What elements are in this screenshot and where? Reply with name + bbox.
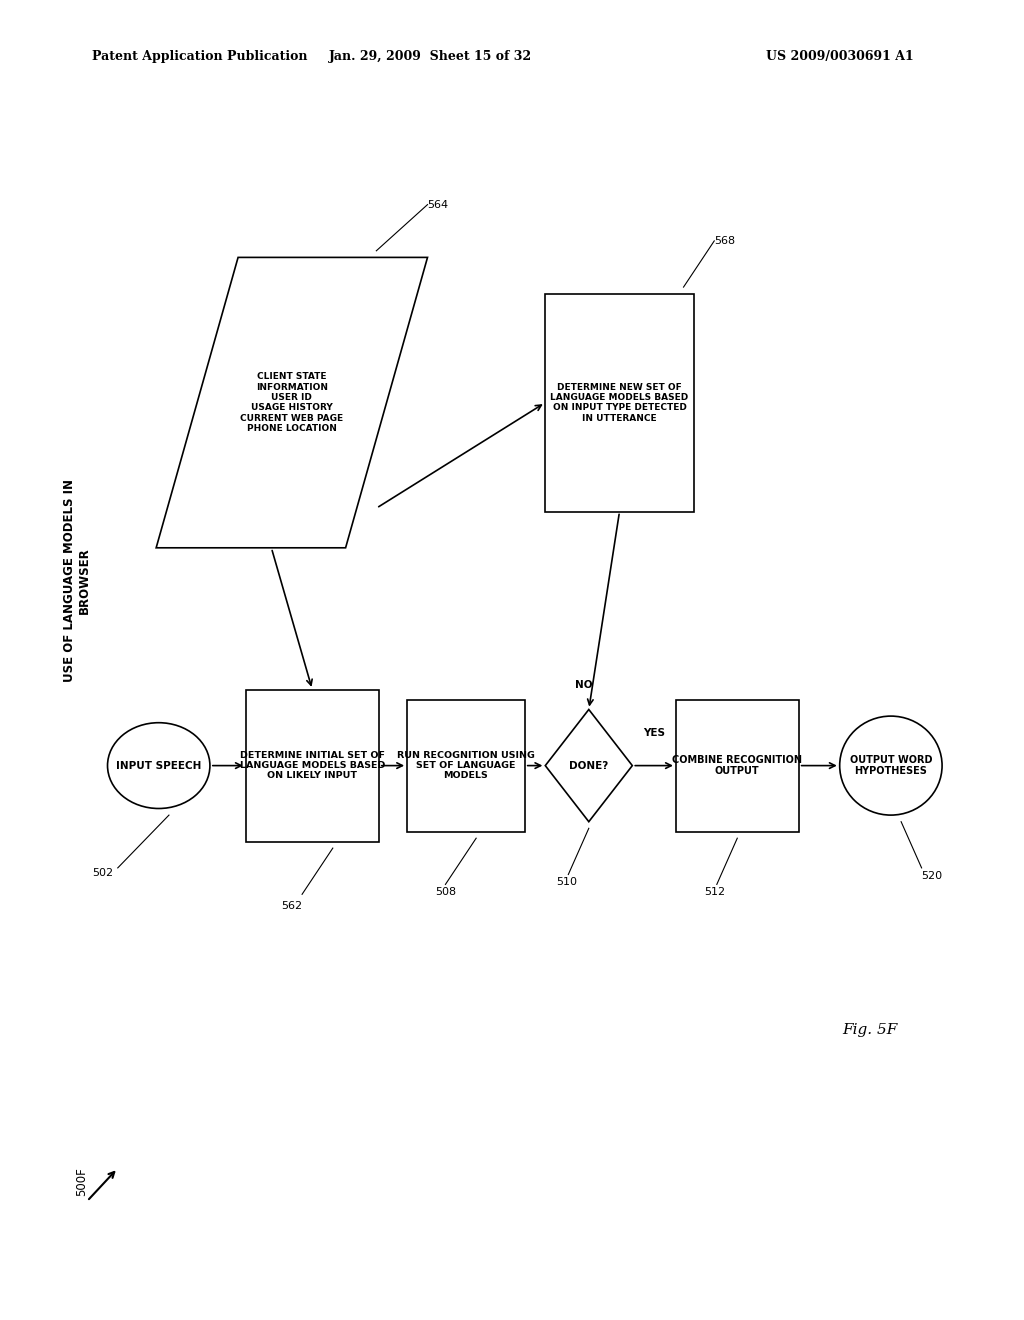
FancyBboxPatch shape (408, 700, 525, 832)
Text: Fig. 5F: Fig. 5F (843, 1023, 898, 1036)
Text: 568: 568 (714, 236, 735, 246)
Text: NO: NO (574, 680, 593, 689)
Text: 510: 510 (556, 876, 577, 887)
Text: USE OF LANGUAGE MODELS IN
BROWSER: USE OF LANGUAGE MODELS IN BROWSER (62, 479, 91, 682)
Text: DONE?: DONE? (569, 760, 608, 771)
Text: COMBINE RECOGNITION
OUTPUT: COMBINE RECOGNITION OUTPUT (673, 755, 802, 776)
Text: 512: 512 (705, 887, 725, 898)
Text: Patent Application Publication: Patent Application Publication (92, 50, 307, 63)
Text: RUN RECOGNITION USING
SET OF LANGUAGE
MODELS: RUN RECOGNITION USING SET OF LANGUAGE MO… (397, 751, 535, 780)
Text: CLIENT STATE
INFORMATION
USER ID
USAGE HISTORY
CURRENT WEB PAGE
PHONE LOCATION: CLIENT STATE INFORMATION USER ID USAGE H… (241, 372, 343, 433)
Text: OUTPUT WORD
HYPOTHESES: OUTPUT WORD HYPOTHESES (850, 755, 932, 776)
Text: INPUT SPEECH: INPUT SPEECH (116, 760, 202, 771)
FancyBboxPatch shape (676, 700, 799, 832)
Text: DETERMINE INITIAL SET OF
LANGUAGE MODELS BASED
ON LIKELY INPUT: DETERMINE INITIAL SET OF LANGUAGE MODELS… (240, 751, 385, 780)
Ellipse shape (108, 723, 210, 808)
Ellipse shape (840, 715, 942, 814)
Text: Jan. 29, 2009  Sheet 15 of 32: Jan. 29, 2009 Sheet 15 of 32 (329, 50, 531, 63)
Text: DETERMINE NEW SET OF
LANGUAGE MODELS BASED
ON INPUT TYPE DETECTED
IN UTTERANCE: DETERMINE NEW SET OF LANGUAGE MODELS BAS… (550, 383, 689, 422)
Text: YES: YES (643, 727, 665, 738)
FancyBboxPatch shape (246, 689, 379, 842)
FancyBboxPatch shape (545, 294, 694, 512)
Polygon shape (156, 257, 427, 548)
Text: US 2009/0030691 A1: US 2009/0030691 A1 (766, 50, 913, 63)
Polygon shape (545, 710, 632, 821)
Text: 500F: 500F (76, 1167, 88, 1196)
Text: 508: 508 (435, 887, 456, 898)
Text: 562: 562 (282, 900, 302, 911)
Text: 564: 564 (427, 199, 449, 210)
Text: 502: 502 (92, 869, 113, 878)
Text: 520: 520 (922, 871, 942, 880)
